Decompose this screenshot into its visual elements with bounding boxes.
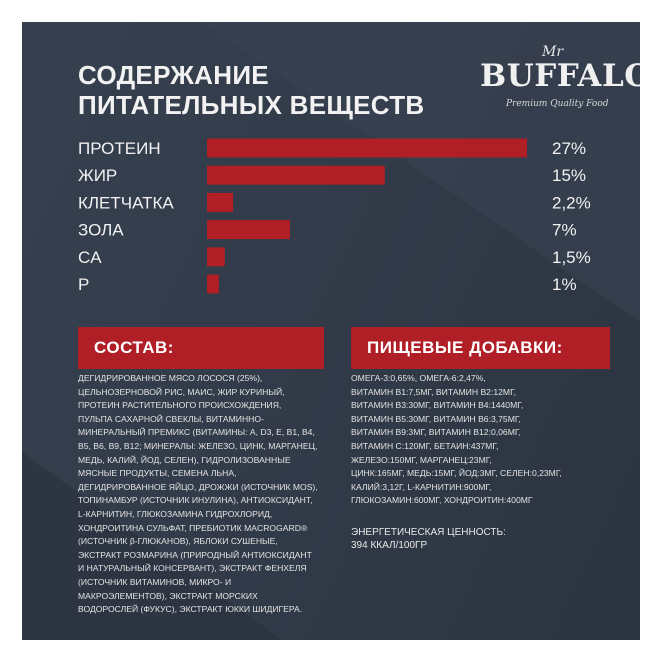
page-title: СОДЕРЖАНИЕ ПИТАТЕЛЬНЫХ ВЕЩЕСТВ: [78, 60, 438, 120]
category-label: КЛЕТЧАТКА: [78, 193, 174, 212]
category-label: ЖИР: [78, 166, 117, 185]
additive-line: ГЛЮКОЗАМИН:600МГ, ХОНДРОИТИН:400МГ: [351, 495, 533, 506]
bar: [207, 138, 527, 158]
additive-line: ЦИНК:165МГ, МЕДЬ:15МГ, ЙОД:3МГ, СЕЛЕН:0,…: [351, 468, 562, 479]
value-label: 27%: [552, 139, 586, 158]
value-label: 1,5%: [552, 248, 591, 267]
additive-line: ВИТАМИН B3:30МГ, ВИТАМИН B4:1440МГ,: [351, 400, 524, 411]
category-label: CA: [78, 248, 102, 267]
category-label: P: [78, 275, 89, 294]
additive-line: ВИТАМИН B5:30МГ, ВИТАМИН B6:3,75МГ,: [351, 413, 521, 424]
value-label: 2,2%: [552, 193, 591, 212]
additive-line: ОМЕГА-3:0,65%, ОМЕГА-6:2,47%,: [351, 373, 486, 383]
additives-list: ОМЕГА-3:0,65%, ОМЕГА-6:2,47%, ВИТАМИН B1:…: [351, 372, 611, 508]
additives-heading: ПИЩЕВЫЕ ДОБАВКИ:: [351, 327, 610, 369]
additive-line: ВИТАМИН B9:3МГ, ВИТАМИН B12:0,06МГ,: [351, 427, 521, 438]
logo-tagline: Premium Quality Food: [506, 99, 609, 109]
composition-heading: СОСТАВ:: [78, 327, 324, 369]
category-label: ПРОТЕИН: [78, 139, 161, 158]
composition-text: ДЕГИДРИРОВАННОЕ МЯСО ЛОСОСЯ (25%), ЦЕЛЬН…: [78, 373, 318, 615]
bar: [207, 247, 225, 267]
bar: [207, 274, 219, 294]
bar: [207, 165, 385, 185]
logo-prefix: Mr: [542, 44, 564, 60]
additive-line: ЖЕЛЕЗО:150МГ, МАРГАНЕЦ:23МГ,: [351, 454, 492, 465]
title-line-2: ПИТАТЕЛЬНЫХ ВЕЩЕСТВ: [78, 90, 425, 120]
bar: [207, 220, 290, 240]
additive-line: КАЛИЙ:3,12Г, L-КАРНИТИН:900МГ,: [351, 481, 492, 492]
additive-line: ВИТАМИН B1:7,5МГ, ВИТАМИН B2:12МГ,: [351, 386, 517, 397]
brand-logo: Mr BUFFALO Premium Quality Food: [480, 44, 640, 134]
additive-line: ВИТАМИН C:120МГ, БЕТАИН:437МГ,: [351, 440, 499, 451]
energy-value: 394 ККАЛ/100ГР: [351, 540, 428, 551]
value-label: 15%: [552, 166, 586, 185]
category-label: ЗОЛА: [78, 221, 124, 240]
logo-brand: BUFFALO: [480, 58, 640, 94]
value-label: 7%: [552, 221, 577, 240]
title-line-1: СОДЕРЖАНИЕ: [78, 60, 269, 90]
value-label: 1%: [552, 275, 577, 294]
energy-label: ЭНЕРГЕТИЧЕСКАЯ ЦЕННОСТЬ:: [351, 527, 506, 538]
energy-block: ЭНЕРГЕТИЧЕСКАЯ ЦЕННОСТЬ: 394 ККАЛ/100ГР: [351, 526, 611, 552]
nutrition-panel: СОДЕРЖАНИЕ ПИТАТЕЛЬНЫХ ВЕЩЕСТВ Mr BUFFAL…: [22, 22, 640, 640]
nutrient-bar-chart: ПРОТЕИН 27% ЖИР 15% КЛЕТЧАТКА 2,2% ЗОЛА 7% CA 1,5…: [78, 138, 591, 294]
bar: [207, 192, 234, 212]
